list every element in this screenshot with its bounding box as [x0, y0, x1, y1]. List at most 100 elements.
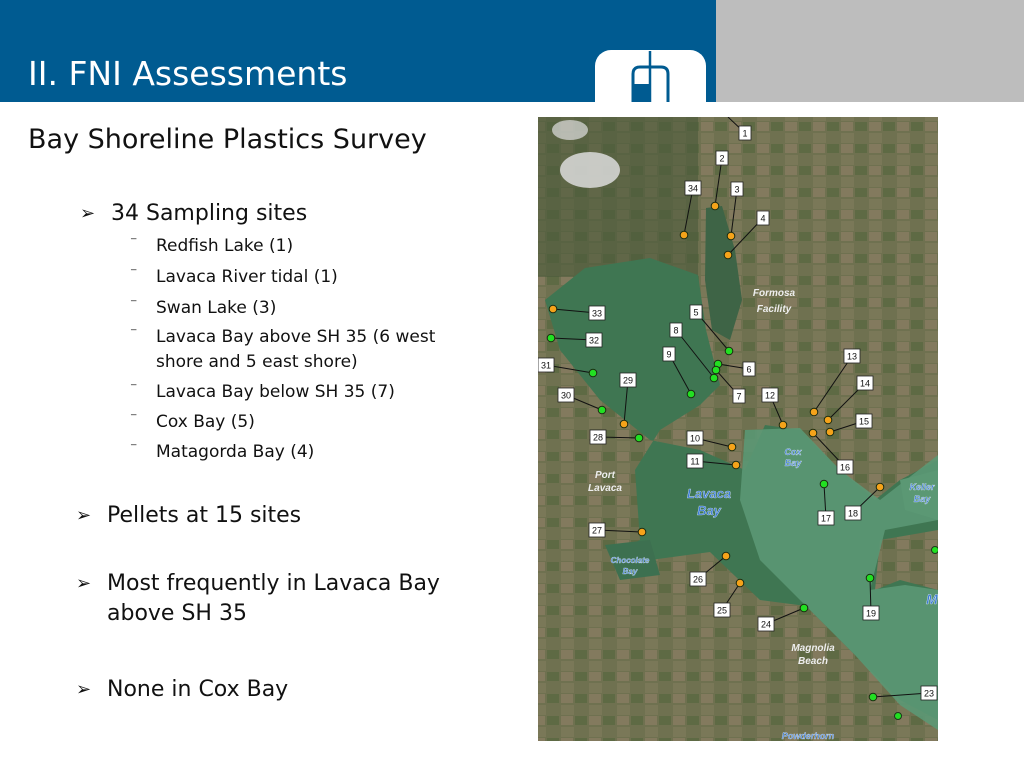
leader-line: [714, 157, 723, 207]
leader-line: [675, 329, 715, 379]
site-31: 31: [538, 357, 598, 378]
site-label-box: [862, 605, 880, 621]
site-label-box: [742, 361, 756, 377]
site-label-box: [669, 322, 683, 338]
site-label: 11: [690, 457, 699, 467]
site-24: 24: [757, 603, 809, 632]
site-9: 9: [662, 346, 696, 399]
site-label-box: [686, 430, 704, 446]
arrow-bullet-icon: ➢: [76, 679, 92, 700]
pellet-site-marker: [875, 482, 885, 492]
site-marker: [894, 712, 902, 720]
site-label-box: [619, 372, 637, 388]
site-label: 23: [924, 689, 934, 699]
pellet-site-marker: [809, 407, 819, 417]
site-label: 13: [847, 352, 857, 362]
site-label: 33: [592, 309, 602, 319]
site-label-box: [585, 332, 603, 348]
site-19: 19: [862, 573, 880, 621]
map-place-label: Bay: [623, 567, 638, 576]
map-place-label: Formosa: [753, 288, 796, 299]
map-place-label: Bay: [697, 503, 722, 518]
no-pellet-site-marker: [597, 405, 607, 415]
map-place-label: Facility: [757, 304, 792, 315]
pellet-site-marker: [727, 442, 737, 452]
site-label-box: [689, 304, 703, 320]
site-label-box: [855, 413, 873, 429]
site-label: 34: [688, 184, 698, 194]
map-place-label: Bay: [785, 458, 803, 468]
site-12: 12: [761, 387, 788, 430]
site-17: 17: [817, 479, 835, 526]
site-23: 23: [868, 685, 938, 702]
site-label-box: [662, 346, 676, 362]
site-label: 9: [666, 350, 671, 360]
pellet-site-marker: [823, 415, 833, 425]
site-label-box: [757, 616, 775, 632]
map-place-label: Keller: [909, 482, 935, 492]
matagorda-bay-water: [740, 428, 938, 730]
pellet-site-marker: [619, 419, 629, 429]
pellet-site-marker: [731, 460, 741, 470]
site-6: 6: [713, 359, 756, 377]
site-26: 26: [689, 551, 731, 587]
site-33: 33: [548, 304, 606, 321]
pellet-site-marker: [679, 230, 689, 240]
no-pellet-site-marker: [686, 389, 696, 399]
slide-subtitle: Bay Shoreline Plastics Survey: [28, 124, 427, 155]
site-30: 30: [557, 387, 607, 415]
site-label: 27: [592, 526, 602, 536]
map-place-label: Lavaca: [687, 486, 731, 501]
site-label-box: [730, 181, 744, 197]
site-18: 18: [844, 482, 885, 521]
site-1: 1: [727, 117, 752, 141]
site-label: 6: [746, 365, 751, 375]
site-label: 24: [761, 620, 771, 630]
site-11: 11: [686, 453, 741, 470]
map-place-label: Cox: [784, 447, 802, 457]
sub-bullet: ⁻ Cox Bay (5): [130, 410, 460, 435]
site-label-box: [715, 150, 729, 166]
site-14: 14: [823, 375, 874, 425]
keller-bay-water: [900, 470, 938, 520]
map-place-label: M: [926, 591, 938, 607]
site-label-box: [732, 388, 746, 404]
pellet-site-marker: [778, 420, 788, 430]
site-label: 3: [734, 185, 739, 195]
pellet-site-marker: [710, 201, 720, 211]
site-label-box: [738, 125, 752, 141]
map-place-label: Beach: [798, 656, 828, 667]
no-pellet-site-marker: [799, 603, 809, 613]
no-pellet-site-marker: [711, 365, 721, 375]
site-7: 7: [711, 365, 746, 404]
site-label: 4: [760, 214, 765, 224]
site-3: 3: [726, 181, 744, 241]
dash-bullet-icon: ⁻: [130, 440, 138, 456]
site-label-box: [686, 453, 704, 469]
arrow-bullet-icon: ➢: [76, 573, 92, 594]
site-label-box: [817, 510, 835, 526]
sub-bullet: ⁻ Redfish Lake (1): [130, 234, 460, 259]
pellet-site-marker: [825, 427, 835, 437]
site-label: 1: [742, 129, 747, 139]
site-label: 5: [693, 308, 698, 318]
no-pellet-site-marker: [709, 373, 719, 383]
leader-line: [872, 692, 930, 698]
site-label: 2: [719, 154, 724, 164]
swan-lake-water: [705, 206, 742, 340]
leader-line: [730, 188, 738, 237]
site-label-box: [761, 387, 779, 403]
site-label-box: [713, 602, 731, 618]
site-label: 18: [848, 509, 858, 519]
site-label-box: [843, 348, 861, 364]
site-label-box: [588, 522, 606, 538]
site-4: 4: [723, 210, 770, 260]
pellet-site-marker: [548, 304, 558, 314]
slide-title: II. FNI Assessments: [28, 54, 348, 93]
site-label: 26: [693, 575, 703, 585]
site-15: 15: [825, 413, 873, 437]
dash-bullet-icon: ⁻: [130, 410, 138, 426]
site-label-box: [588, 305, 606, 321]
site-label: 29: [623, 376, 633, 386]
bullet-frequency: ➢ Most frequently in Lavaca Bay above SH …: [76, 571, 440, 626]
